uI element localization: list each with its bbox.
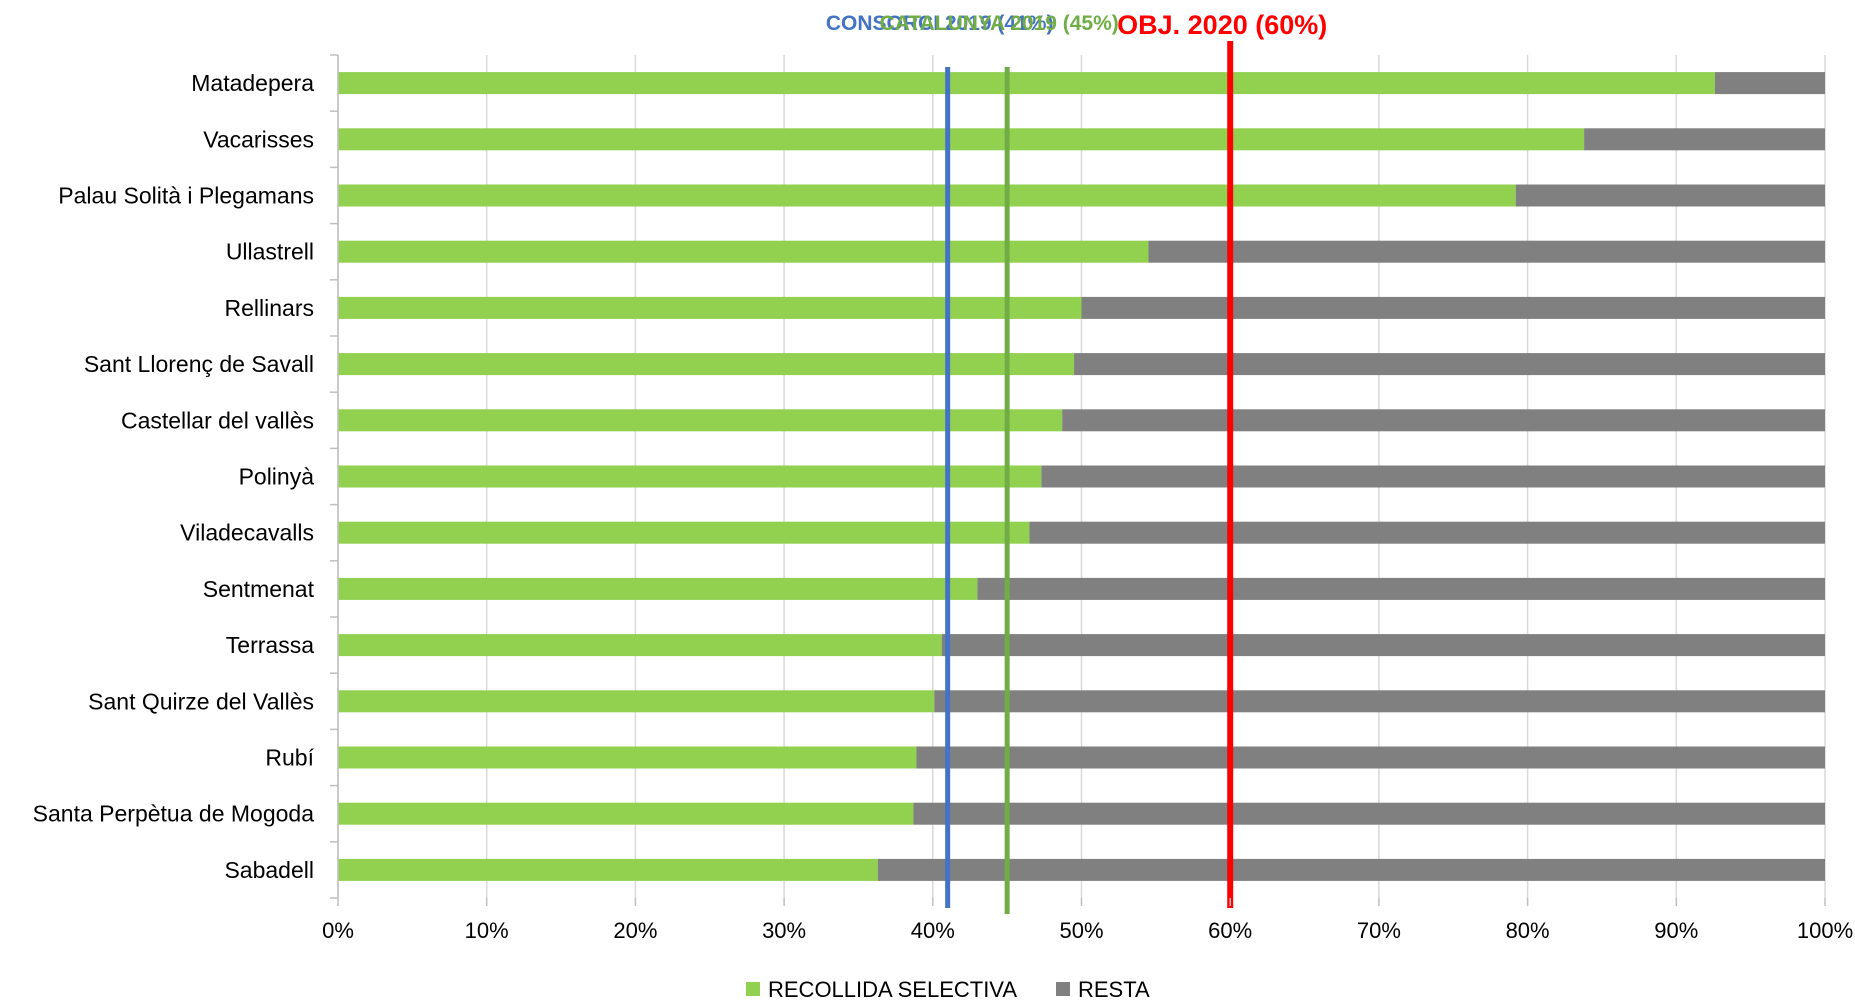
bar-resta	[941, 634, 1825, 657]
bar-resta	[916, 746, 1825, 769]
category-label: Sant Quirze del Vallès	[88, 688, 314, 714]
bar-resta	[1584, 128, 1825, 151]
bar-resta	[1148, 240, 1825, 263]
bar-recollida-selectiva	[338, 465, 1042, 488]
reference-line-label: CATALUNYA 2019 (45%)	[880, 12, 1119, 35]
bar-recollida-selectiva	[338, 634, 942, 657]
bar-resta	[913, 802, 1825, 825]
labels: 0% 10% 20% 30% 40% 50% 60% 70% 80% 90% 100% Matadep…	[33, 10, 1853, 943]
category-label: Terrassa	[226, 632, 314, 658]
bar-recollida-selectiva	[338, 409, 1063, 432]
reference-lines	[945, 41, 1234, 914]
category-label: Palau Solità i Plegamans	[58, 183, 314, 209]
category-label: Santa Perpètua de Mogoda	[33, 801, 315, 827]
category-label: Viladecavalls	[180, 520, 314, 546]
category-label: Vacarisses	[203, 126, 314, 152]
bar-resta	[1029, 521, 1825, 544]
x-tick-label: 50%	[1059, 918, 1103, 943]
bar-recollida-selectiva	[338, 577, 978, 600]
x-tick-label: 100%	[1797, 918, 1853, 943]
x-tick-label: 40%	[911, 918, 955, 943]
bar-recollida-selectiva	[338, 296, 1082, 319]
reference-line-label: CONSORCI 2019 (41%)	[826, 12, 1054, 35]
category-label: Rellinars	[225, 295, 314, 321]
x-tick-label: 70%	[1357, 918, 1401, 943]
x-tick-label: 90%	[1654, 918, 1698, 943]
category-label: Sentmenat	[203, 576, 315, 602]
x-tick-label: 10%	[465, 918, 509, 943]
x-tick-label: 60%	[1208, 918, 1252, 943]
bars	[338, 72, 1825, 881]
bar-resta	[1714, 72, 1825, 95]
category-label: Castellar del vallès	[121, 407, 314, 433]
bar-recollida-selectiva	[338, 240, 1149, 263]
legend-swatch	[746, 982, 760, 996]
legend: RECOLLIDA SELECTIVA RESTA	[746, 977, 1150, 1002]
bar-resta	[1074, 353, 1825, 376]
bar-recollida-selectiva	[338, 858, 878, 881]
reference-line-label: OBJ. 2020 (60%)	[1117, 10, 1327, 40]
legend-label: RESTA	[1078, 977, 1150, 1002]
category-label: Sant Llorenç de Savall	[84, 351, 314, 377]
x-tick-label: 0%	[322, 918, 354, 943]
bar-recollida-selectiva	[338, 521, 1030, 544]
bar-recollida-selectiva	[338, 690, 935, 713]
axes	[330, 54, 1826, 906]
x-tick-label: 20%	[613, 918, 657, 943]
x-tick-label: 30%	[762, 918, 806, 943]
bar-resta	[1041, 465, 1825, 488]
bar-resta	[1515, 184, 1825, 207]
bar-resta	[877, 858, 1825, 881]
legend-label: RECOLLIDA SELECTIVA	[768, 977, 1017, 1002]
x-tick-label: 80%	[1506, 918, 1550, 943]
bar-resta	[1081, 296, 1825, 319]
bar-recollida-selectiva	[338, 746, 917, 769]
bar-resta	[934, 690, 1825, 713]
category-label: Sabadell	[224, 857, 314, 883]
category-label: Rubí	[265, 745, 314, 771]
category-label: Polinyà	[239, 464, 315, 490]
bar-recollida-selectiva	[338, 128, 1585, 151]
bar-recollida-selectiva	[338, 802, 914, 825]
bar-recollida-selectiva	[338, 184, 1516, 207]
bar-recollida-selectiva	[338, 353, 1075, 376]
category-label: Matadepera	[191, 70, 314, 96]
legend-swatch	[1056, 982, 1070, 996]
category-label: Ullastrell	[226, 239, 314, 265]
bar-resta	[1062, 409, 1825, 432]
bar-resta	[977, 577, 1825, 600]
bar-recollida-selectiva	[338, 72, 1715, 95]
